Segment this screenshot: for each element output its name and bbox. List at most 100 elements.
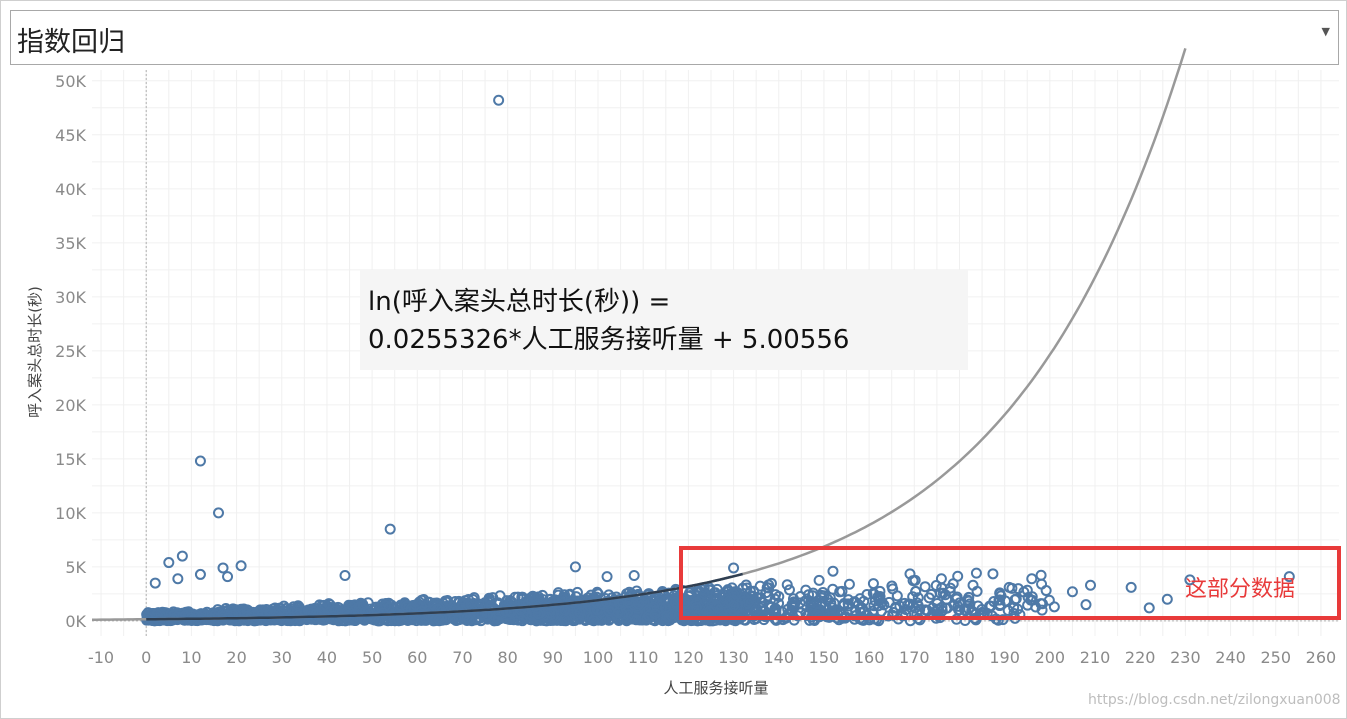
data-point (690, 602, 702, 614)
x-tick-label: 240 (1215, 648, 1246, 667)
data-point (728, 605, 740, 617)
data-point (756, 597, 768, 609)
data-point (966, 605, 978, 617)
data-point (954, 597, 966, 609)
data-point (834, 586, 846, 598)
data-point (1143, 602, 1155, 614)
x-tick-label: 80 (497, 648, 517, 667)
x-tick-label: 70 (452, 648, 472, 667)
data-point (1066, 586, 1078, 598)
dropdown-selected-value: 指数回归 (17, 27, 125, 58)
data-point (874, 585, 886, 597)
data-point (171, 611, 183, 623)
data-point (362, 597, 374, 609)
data-point (769, 593, 781, 605)
data-point (843, 578, 855, 590)
data-point (691, 596, 703, 608)
data-point (930, 579, 942, 591)
data-point (696, 584, 708, 596)
data-point (703, 605, 715, 617)
data-point (816, 597, 828, 609)
data-point (432, 603, 444, 615)
data-point (904, 568, 916, 580)
x-tick-label: 50 (362, 648, 382, 667)
watermark: https://blog.csdn.net/zilongxuan008 (1088, 692, 1341, 708)
trend-equation-line-1: ln(呼入案头总时长(秒)) = (368, 287, 671, 317)
data-point (813, 574, 825, 586)
data-point (749, 605, 761, 617)
data-point (827, 565, 839, 577)
data-point (422, 609, 434, 621)
regression-type-dropdown[interactable]: 指数回归 ▼ (10, 10, 1339, 65)
data-point (902, 599, 914, 611)
highlight-box (679, 546, 1341, 620)
data-point (754, 580, 766, 592)
data-point (163, 557, 175, 569)
data-point (783, 584, 795, 596)
data-point (925, 588, 937, 600)
data-point (1080, 599, 1092, 611)
y-tick-label: 10K (55, 504, 86, 523)
data-point (843, 600, 855, 612)
x-tick-label: 200 (1035, 648, 1066, 667)
data-point (794, 590, 806, 602)
data-point (987, 568, 999, 580)
data-point (1085, 579, 1097, 591)
x-tick-label: 90 (543, 648, 563, 667)
y-tick-label: 50K (55, 72, 86, 91)
data-point (176, 550, 188, 562)
data-point (1026, 591, 1038, 603)
data-point (517, 591, 529, 603)
data-point (874, 593, 886, 605)
x-tick-label: 100 (583, 648, 614, 667)
data-point (463, 614, 475, 626)
y-tick-label: 15K (55, 450, 86, 469)
data-point (393, 614, 405, 626)
data-point (788, 614, 800, 626)
data-point (1283, 571, 1295, 583)
x-tick-label: 210 (1080, 648, 1111, 667)
x-tick-label: 180 (944, 648, 975, 667)
data-point (967, 579, 979, 591)
data-point (994, 587, 1006, 599)
data-point (531, 603, 543, 615)
data-point (621, 615, 633, 627)
data-point (265, 605, 277, 617)
x-tick-label: 140 (763, 648, 794, 667)
data-point (235, 560, 247, 572)
data-point (882, 610, 894, 622)
data-point (867, 605, 879, 617)
data-point (1184, 574, 1196, 586)
y-tick-label: 40K (55, 180, 86, 199)
data-point (172, 573, 184, 585)
x-tick-label: 20 (226, 648, 246, 667)
x-tick-label: -10 (88, 648, 114, 667)
data-point (919, 581, 931, 593)
trend-equation-box (360, 270, 968, 370)
data-point (1036, 604, 1048, 616)
data-point (142, 612, 154, 624)
data-point (728, 600, 740, 612)
x-tick-label: 260 (1306, 648, 1337, 667)
data-point (521, 611, 533, 623)
x-tick-label: 60 (407, 648, 427, 667)
data-point (890, 601, 902, 613)
data-point (807, 587, 819, 599)
x-tick-label: 110 (628, 648, 659, 667)
x-axis-title: 人工服务接听量 (663, 679, 768, 697)
data-point (781, 579, 793, 591)
data-point (559, 604, 571, 616)
data-point (149, 577, 161, 589)
chevron-down-icon[interactable]: ▼ (1321, 25, 1330, 38)
data-point (377, 607, 389, 619)
data-point (948, 599, 960, 611)
highlight-label: 这部分数据 (1185, 577, 1296, 602)
data-point (588, 615, 600, 627)
data-point (1026, 573, 1038, 585)
y-tick-label: 30K (55, 288, 86, 307)
data-point (532, 608, 544, 620)
data-point (643, 610, 655, 622)
data-point (1125, 581, 1137, 593)
y-tick-label: 25K (55, 342, 86, 361)
y-tick-label: 5K (65, 558, 86, 577)
